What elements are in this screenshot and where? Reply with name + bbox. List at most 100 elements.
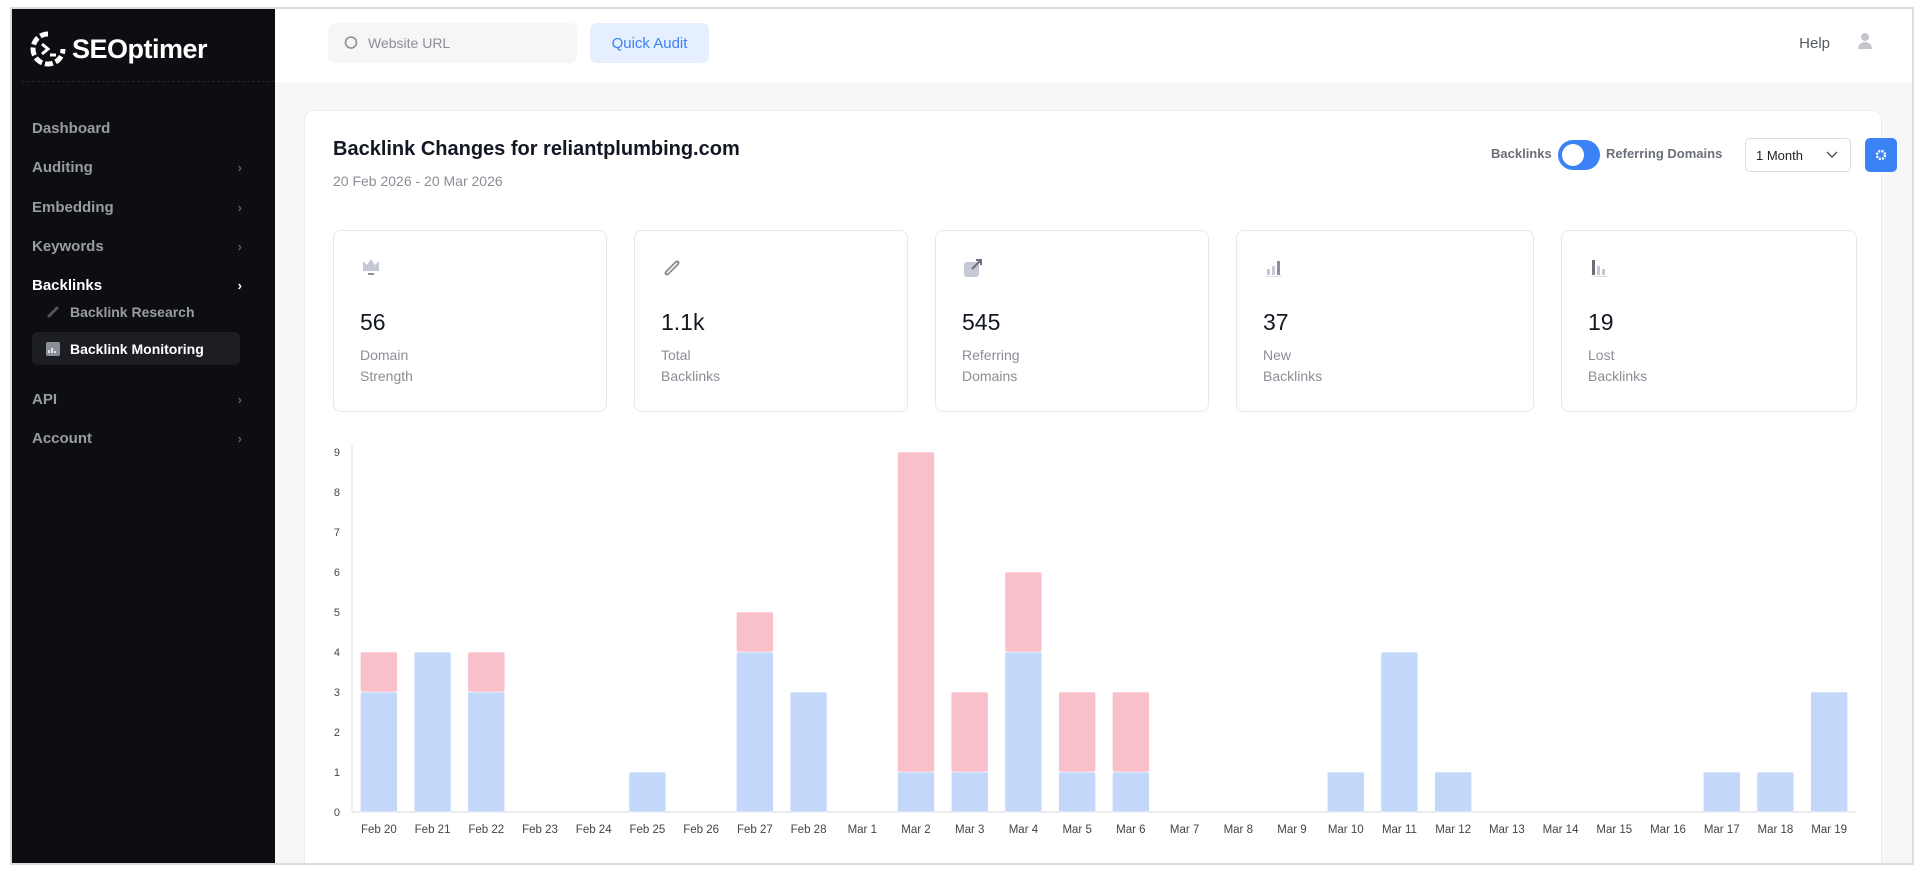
bar-lost-backlinks[interactable] [736,611,774,653]
bar-lost-backlinks[interactable] [467,651,506,693]
x-tick-label: Mar 6 [1116,824,1145,836]
sidebar-item-auditing[interactable]: Auditing › [32,155,252,179]
bar-new-backlinks[interactable] [1702,771,1741,813]
stat-label: Total Backlinks [661,347,721,384]
bar-new-backlinks[interactable] [1112,771,1150,813]
bar-new-backlinks[interactable] [628,771,667,813]
bar-new-backlinks[interactable] [897,771,935,813]
bar-new-backlinks[interactable] [467,691,506,813]
bar-new-backlinks[interactable] [736,651,774,813]
sidebar-subitem-backlink-research[interactable]: Backlink Research [32,295,240,328]
bar-lost-backlinks[interactable] [950,691,989,773]
bar-new-backlinks[interactable] [1810,691,1848,813]
date-range: 20 Feb 2026 - 20 Mar 2026 [333,173,503,189]
x-tick-label: Feb 23 [522,824,558,836]
bar-new-backlinks[interactable] [1004,651,1043,813]
sidebar-item-backlinks[interactable]: Backlinks › [32,273,252,297]
x-tick-label: Mar 15 [1596,824,1632,836]
sidebar-item-label: Account [32,429,92,447]
x-tick-label: Mar 9 [1277,824,1306,836]
stat-value: 56 [360,309,386,335]
bar-new-backlinks[interactable] [1756,771,1795,813]
chart-icon [46,341,60,356]
stat-card-lost-backlinks: 19 Lost Backlinks [1561,230,1857,412]
stat-value: 37 [1263,309,1289,335]
chevron-right-icon: › [237,277,242,293]
sidebar-item-label: Embedding [32,198,114,216]
sidebar-subitem-backlink-monitoring[interactable]: Backlink Monitoring [32,332,240,365]
x-tick-label: Mar 18 [1758,824,1794,836]
bar-lost-backlinks[interactable] [1112,691,1150,773]
y-tick-label: 7 [334,527,340,539]
bar-new-backlinks[interactable] [789,691,828,813]
sidebar-item-api[interactable]: API › [32,387,252,411]
sidebar-item-label: API [32,390,58,408]
x-tick-label: Feb 25 [630,824,666,836]
chevron-right-icon: › [237,430,242,446]
x-tick-label: Mar 12 [1435,824,1471,836]
x-tick-label: Feb 28 [791,824,827,836]
bar-lost-backlinks[interactable] [1004,571,1043,653]
x-tick-label: Mar 17 [1704,824,1740,836]
sidebar-subitem-label: Backlink Monitoring [70,340,204,357]
toggle-label-backlinks[interactable]: Backlinks [1491,146,1552,161]
y-tick-label: 9 [334,447,340,459]
search-icon [344,36,358,49]
x-tick-label: Feb 24 [576,824,612,836]
x-tick-label: Feb 22 [468,824,504,836]
quick-audit-button[interactable]: Quick Audit [590,23,709,63]
stat-value: 545 [962,309,1001,335]
link-icon [47,306,59,317]
chevron-down-icon [1826,151,1838,158]
sidebar-item-embedding[interactable]: Embedding › [32,195,252,219]
sidebar-subitem-label: Backlink Research [70,303,195,320]
bar-new-backlinks[interactable] [360,691,398,813]
toggle-label-referring-domains[interactable]: Referring Domains [1606,146,1723,161]
x-tick-label: Mar 3 [955,824,984,836]
stat-label: Domain Strength [360,347,413,384]
search-input[interactable]: Website URL [328,23,577,63]
y-tick-label: 5 [334,607,340,619]
backlinks-referring-toggle[interactable] [1558,140,1600,170]
bar-new-backlinks[interactable] [1380,651,1419,813]
stat-value: 1.1k [661,309,705,335]
sidebar-item-label: Auditing [32,158,93,176]
app-window: SEOptimer Dashboard Auditing › Embedding › Ke… [10,7,1914,865]
x-tick-label: Feb 27 [737,824,773,836]
x-tick-label: Mar 8 [1224,824,1253,836]
y-tick-label: 0 [334,807,340,819]
bar-new-backlinks[interactable] [413,651,452,813]
y-tick-label: 3 [334,687,340,699]
external-link-icon [964,259,982,277]
bar-new-backlinks[interactable] [1058,771,1096,813]
sidebar-item-keywords[interactable]: Keywords › [32,234,252,258]
x-tick-label: Mar 19 [1811,824,1847,836]
bar-new-backlinks[interactable] [1434,771,1472,813]
link-icon [664,260,680,276]
stat-label: New Backlinks [1263,347,1323,384]
user-avatar-icon[interactable] [1856,31,1876,51]
settings-button[interactable] [1865,138,1897,172]
bar-lost-backlinks[interactable] [360,651,398,693]
logo[interactable]: SEOptimer [30,31,208,67]
chevron-right-icon: › [237,159,242,175]
gear-icon [1875,149,1887,161]
period-select[interactable]: 1 Month [1745,138,1851,172]
y-tick-label: 1 [334,767,340,779]
x-tick-label: Mar 13 [1489,824,1525,836]
x-tick-label: Mar 14 [1543,824,1579,836]
bar-lost-backlinks[interactable] [1058,691,1096,773]
top-bar: Website URL Quick Audit Help [275,9,1912,82]
x-tick-label: Mar 4 [1009,824,1039,836]
bar-new-backlinks[interactable] [1326,771,1365,813]
sidebar-item-account[interactable]: Account › [32,426,252,450]
help-link[interactable]: Help [1799,35,1830,52]
stat-card-domain-strength: 56 Domain Strength [333,230,607,412]
stat-label: Referring Domains [962,347,1020,384]
bar-new-backlinks[interactable] [950,771,989,813]
sidebar-item-dashboard[interactable]: Dashboard [32,116,252,140]
y-tick-label: 2 [334,727,340,739]
bar-lost-backlinks[interactable] [897,451,935,773]
stat-card-referring-domains: 545 Referring Domains [935,230,1209,412]
sidebar-item-label: Backlinks [32,276,103,294]
